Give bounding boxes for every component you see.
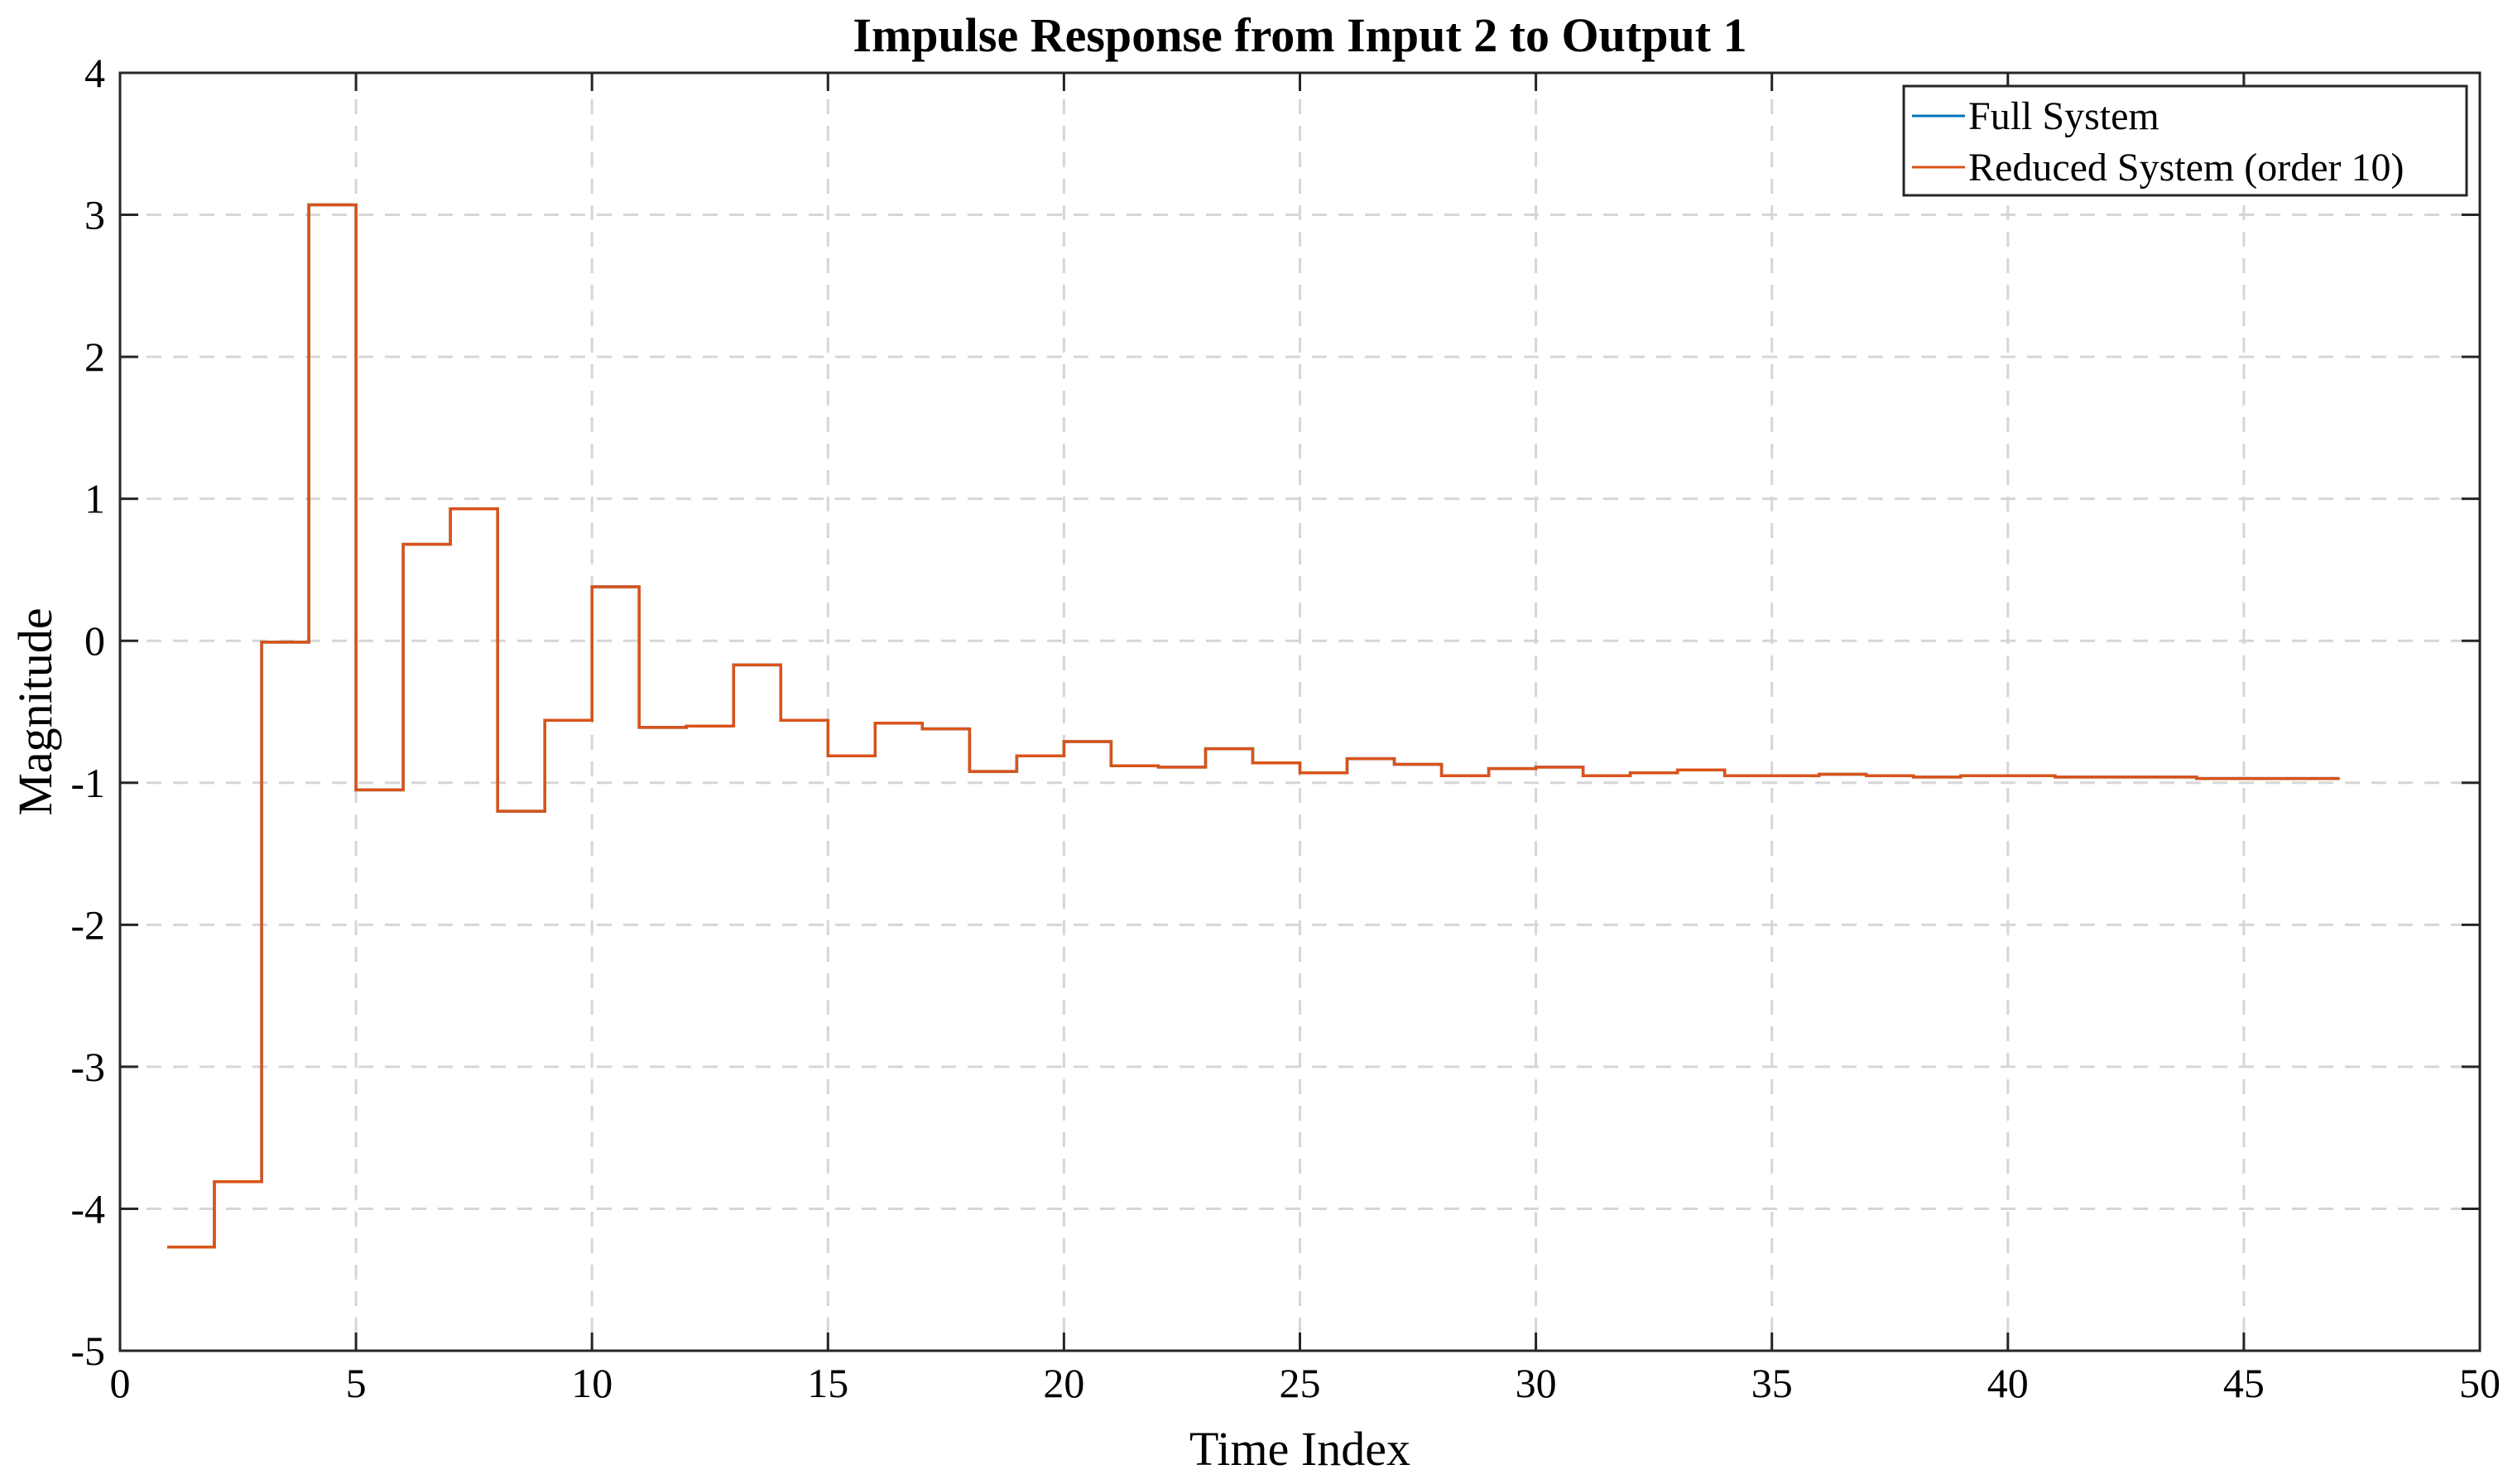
x-tick-label: 50 (2459, 1360, 2501, 1406)
x-axis-label: Time Index (1189, 1422, 1410, 1476)
x-tick-label: 20 (1043, 1360, 1084, 1406)
legend-label-reduced-system: Reduced System (order 10) (1968, 146, 2405, 190)
y-tick-label: -2 (70, 901, 105, 948)
y-tick-label: -1 (70, 760, 105, 806)
x-tick-label: 0 (110, 1360, 131, 1406)
x-tick-label: 30 (1516, 1360, 1557, 1406)
x-tick-label: 35 (1751, 1360, 1793, 1406)
y-tick-label: 3 (84, 192, 105, 238)
chart-title: Impulse Response from Input 2 to Output … (853, 8, 1746, 62)
x-tick-label: 40 (1987, 1360, 2029, 1406)
grid-layer (120, 73, 2480, 1351)
x-tick-label: 45 (2223, 1360, 2265, 1406)
tick-layer: 0 5 10 15 20 25 30 35 40 45 50 -5 -4 -3 -2 -1 0 1 2 3 4 (70, 50, 2501, 1406)
x-tick-label: 15 (807, 1360, 848, 1406)
x-tick-label: 25 (1280, 1360, 1321, 1406)
y-tick-label: 4 (84, 50, 105, 96)
y-tick-label: -4 (70, 1185, 105, 1232)
legend-label-full-system: Full System (1968, 94, 2159, 138)
y-tick-label: 2 (84, 334, 105, 380)
y-tick-label: 1 (84, 476, 105, 522)
legend-box (1902, 84, 2468, 197)
x-tick-label: 10 (571, 1360, 613, 1406)
legend: Full System Reduced System (order 10) (1902, 84, 2468, 197)
y-axis-label: Magnitude (8, 608, 62, 815)
y-tick-label: -5 (70, 1328, 105, 1374)
series-reduced-system-line (167, 203, 2340, 1249)
x-tick-label: 5 (346, 1360, 367, 1406)
series-layer (167, 203, 2340, 1249)
y-tick-label: 0 (84, 617, 105, 664)
y-tick-label: -3 (70, 1044, 105, 1090)
